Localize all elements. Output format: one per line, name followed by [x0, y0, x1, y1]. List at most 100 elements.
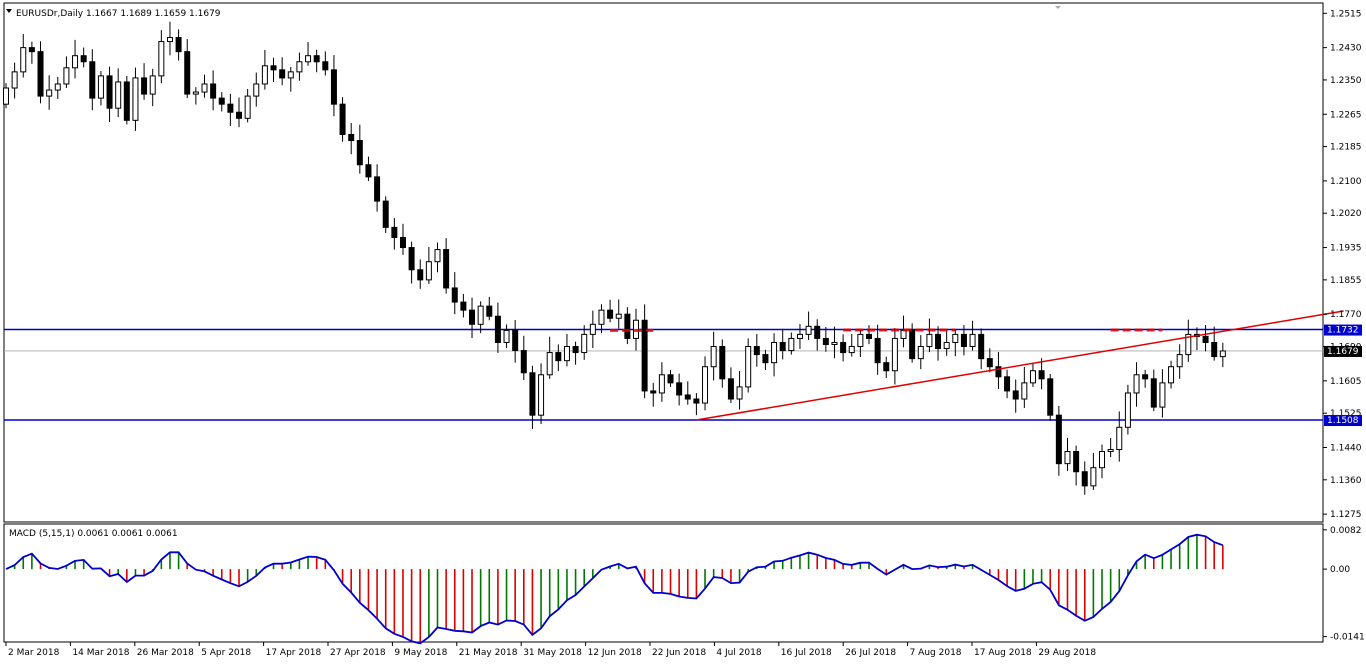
- candle-bull: [305, 55, 312, 63]
- candle-bear: [330, 69, 337, 105]
- level-tag: 1.1508: [1327, 416, 1359, 426]
- candle-bear: [555, 352, 562, 362]
- candle-bull: [710, 346, 717, 368]
- candle-bull: [287, 71, 294, 79]
- candle-bull: [615, 313, 622, 319]
- candle-bear: [391, 226, 398, 238]
- candle-bear: [995, 366, 1002, 378]
- candle-bull: [1099, 451, 1106, 469]
- candle-bear: [1055, 414, 1062, 465]
- candle-bull: [201, 83, 208, 93]
- candle-bear: [779, 341, 786, 352]
- candle-bear: [365, 164, 372, 178]
- date-tick-label: 26 Mar 2018: [137, 648, 194, 658]
- candle-bull: [891, 337, 898, 372]
- candle-bull: [477, 305, 484, 325]
- candle-bear: [667, 374, 674, 384]
- candle-bear: [348, 133, 355, 142]
- candle-bear: [840, 341, 847, 354]
- candle-bull: [1090, 467, 1097, 487]
- candle-bear: [822, 337, 829, 345]
- candle-bear: [1150, 378, 1157, 408]
- date-tick-label: 5 Apr 2018: [201, 648, 251, 658]
- candle-bull: [1176, 354, 1183, 368]
- price-tick-label: 1.1935: [1330, 244, 1362, 254]
- candle-bear: [339, 103, 346, 135]
- candle-bull: [20, 47, 27, 73]
- candle-bull: [546, 352, 553, 376]
- candle-bear: [572, 346, 579, 354]
- price-tick-label: 1.1770: [1330, 310, 1362, 320]
- candle-bull: [563, 346, 570, 362]
- collapse-triangle-icon[interactable]: [6, 9, 12, 13]
- candle-bull: [736, 386, 743, 400]
- candle-bear: [909, 329, 916, 360]
- candle-bear: [762, 354, 769, 364]
- price-axis: 1.2515 1.2430 1.2350 1.2265 1.2185 1.2100 1.20…: [1323, 9, 1362, 520]
- candle-bull: [1021, 382, 1028, 400]
- price-tick-label: 1.1855: [1330, 276, 1362, 286]
- candle-bear: [1142, 374, 1149, 380]
- candle-bull: [1107, 449, 1114, 453]
- current-price-tag: 1.1679: [1327, 347, 1359, 357]
- date-tick-label: 22 Jun 2018: [652, 648, 706, 658]
- candle-bull: [1133, 374, 1140, 394]
- price-tick-label: 1.1440: [1330, 443, 1362, 453]
- candle-bull: [589, 323, 596, 335]
- candle-bear: [814, 325, 821, 339]
- date-tick-label: 9 May 2018: [394, 648, 447, 658]
- candle-bull: [3, 87, 9, 105]
- candle-bear: [693, 398, 700, 404]
- price-tick-label: 1.2185: [1330, 143, 1362, 153]
- date-tick-label: 12 Jun 2018: [588, 648, 642, 658]
- candle-bear: [141, 77, 148, 95]
- candle-bear: [469, 309, 476, 325]
- candle-bull: [149, 75, 156, 95]
- candles: [3, 21, 1226, 495]
- candle-bull: [425, 261, 432, 281]
- price-tick-label: 1.2265: [1330, 110, 1362, 120]
- candle-bear: [106, 75, 113, 109]
- candle-bull: [46, 89, 53, 97]
- candle-bull: [54, 83, 61, 91]
- candle-bear: [1211, 341, 1218, 358]
- price-tick-label: 1.1525: [1330, 409, 1362, 419]
- level-tag-bg: [1324, 324, 1362, 336]
- candle-bull: [900, 329, 907, 339]
- macd-tick-label: 0.00: [1330, 565, 1350, 575]
- candle-bear: [28, 47, 35, 53]
- scroll-marker-icon[interactable]: [1055, 6, 1061, 9]
- candle-bear: [227, 103, 234, 113]
- price-tick-label: 1.2020: [1330, 209, 1362, 219]
- candle-bull: [538, 374, 545, 416]
- candle-bull: [771, 341, 778, 364]
- price-tick-label: 1.2515: [1330, 9, 1362, 19]
- date-tick-label: 17 Apr 2018: [266, 648, 322, 658]
- candle-bull: [581, 333, 588, 354]
- candle-bull: [848, 346, 855, 354]
- candle-bull: [115, 81, 122, 109]
- candle-bear: [1038, 370, 1045, 380]
- candle-bear: [607, 309, 614, 319]
- candle-bear: [529, 372, 536, 416]
- price-tick-label: 1.1605: [1330, 377, 1362, 387]
- macd-tick-label: -0.0141: [1330, 633, 1365, 643]
- candle-bull: [1116, 426, 1123, 451]
- candle-bear: [1004, 376, 1011, 392]
- macd-tick-label: 0.0082: [1330, 526, 1362, 536]
- candle-bull: [598, 309, 605, 325]
- candle-bull: [788, 337, 795, 352]
- candle-bull: [943, 341, 950, 350]
- candle-bear: [684, 394, 691, 400]
- candle-bear: [960, 333, 967, 348]
- candle-bull: [969, 333, 976, 348]
- candle-bear: [123, 81, 130, 121]
- candle-bear: [1047, 378, 1054, 416]
- candle-bull: [1168, 366, 1175, 384]
- price-tick-label: 1.2350: [1330, 76, 1362, 86]
- candle-bear: [236, 111, 243, 119]
- candle-bear: [1073, 451, 1080, 473]
- candle-bull: [1029, 370, 1036, 384]
- candle-bear: [650, 390, 657, 394]
